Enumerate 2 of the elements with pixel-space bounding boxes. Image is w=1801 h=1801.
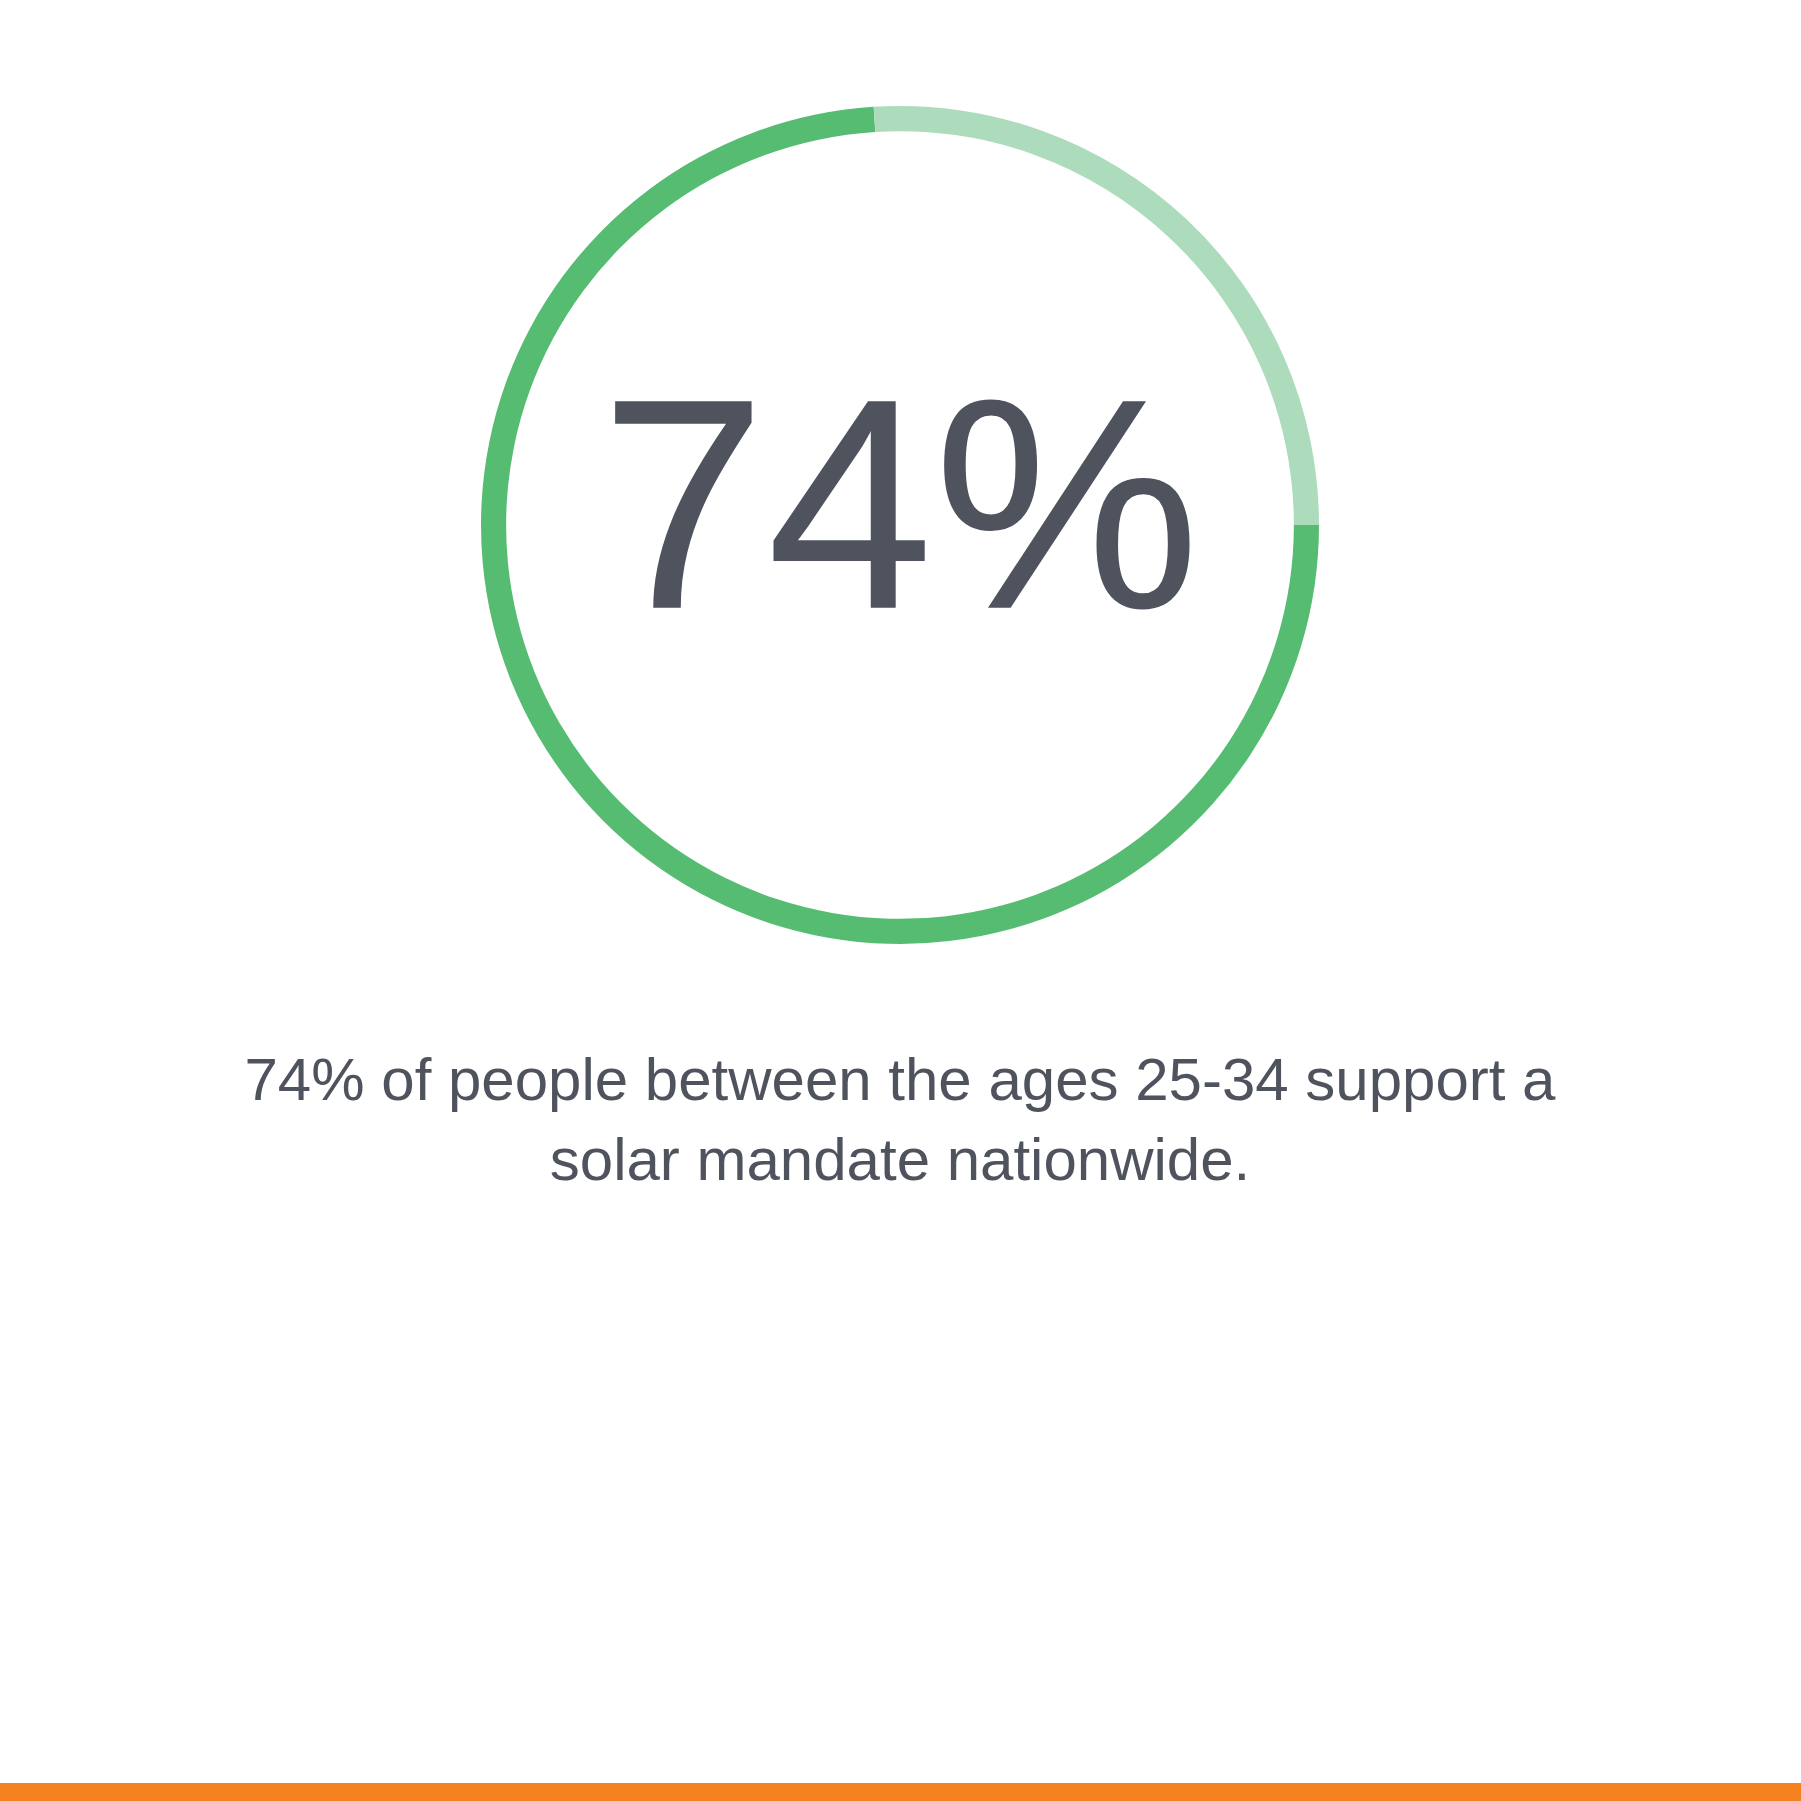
data-label: 74% xyxy=(599,335,1201,672)
text: 74% of people between the ages 25-34 support a solar mandate nationwide. xyxy=(243,1045,1557,1195)
